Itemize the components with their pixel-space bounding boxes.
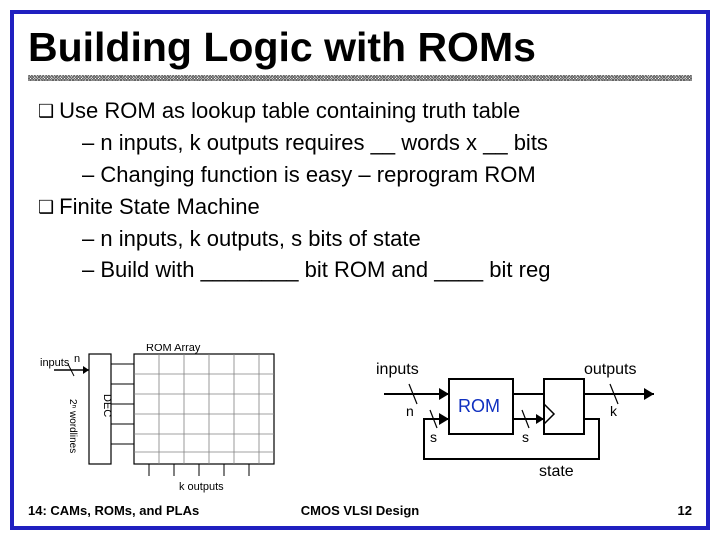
k-outputs-label: k outputs (179, 481, 224, 493)
bullet-2-2: Build with ________ bit ROM and ____ bit… (82, 254, 692, 286)
bullet-1-2: Changing function is easy – reprogram RO… (82, 159, 692, 191)
bullet-1: Use ROM as lookup table containing truth… (40, 95, 692, 127)
bullet-list: Use ROM as lookup table containing truth… (28, 95, 692, 286)
fsm-outputs-label: outputs (584, 361, 636, 378)
fsm-s-right: s (522, 429, 529, 445)
fsm-n-label: n (406, 403, 414, 419)
diagrams-row: inputs n DEC 2ⁿ wordlines ROM Array (34, 344, 686, 494)
slide-title: Building Logic with ROMs (28, 24, 692, 71)
slide-inner: Building Logic with ROMs Use ROM as look… (10, 10, 710, 530)
bullet-2-1: n inputs, k outputs, s bits of state (82, 223, 692, 255)
bullet-2: Finite State Machine (40, 191, 692, 223)
n-label: n (74, 353, 80, 365)
title-rule (28, 75, 692, 81)
fsm-k-label: k (610, 403, 618, 419)
fsm-s-left: s (430, 429, 437, 445)
fsm-inputs-label: inputs (376, 361, 419, 378)
slide: Building Logic with ROMs Use ROM as look… (0, 0, 720, 540)
rom-array-diagram: inputs n DEC 2ⁿ wordlines ROM Array (34, 344, 294, 494)
register-icon (544, 379, 584, 434)
footer: 14: CAMs, ROMs, and PLAs CMOS VLSI Desig… (28, 503, 692, 518)
fsm-state-label: state (539, 463, 574, 480)
wordlines-label: 2ⁿ wordlines (67, 399, 78, 453)
fsm-rom-label: ROM (458, 396, 500, 416)
dec-label: DEC (101, 394, 113, 417)
footer-center: CMOS VLSI Design (28, 503, 692, 518)
inputs-label: inputs (40, 357, 70, 369)
rom-array-label: ROM Array (146, 344, 201, 354)
bullet-1-1: n inputs, k outputs requires __ words x … (82, 127, 692, 159)
fsm-diagram: inputs n ROM outputs k (354, 354, 674, 484)
